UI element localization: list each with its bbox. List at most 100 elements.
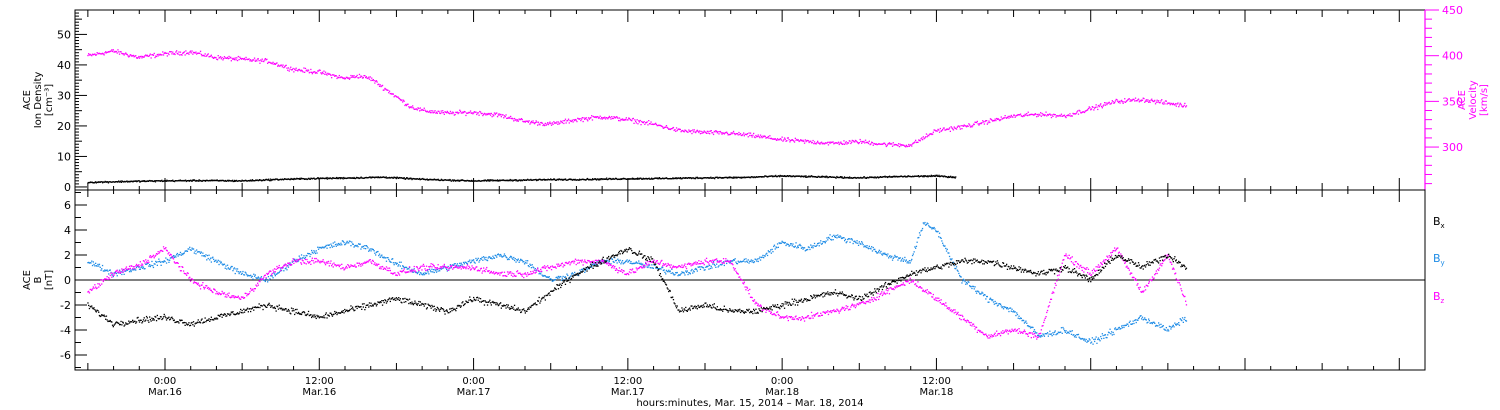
- by-series-point: [1043, 335, 1046, 337]
- velocity-series-point: [553, 121, 555, 123]
- by-series-point: [273, 273, 276, 275]
- velocity-series-point: [976, 120, 978, 123]
- bz-series-point: [514, 275, 516, 277]
- density-series-point: [599, 179, 601, 181]
- velocity-series-point: [880, 143, 882, 145]
- by-series-point: [612, 260, 614, 263]
- velocity-series-point: [1135, 100, 1137, 102]
- by-series-point: [881, 254, 884, 256]
- by-series-point: [328, 244, 330, 246]
- velocity-series-point: [961, 128, 963, 130]
- by-series-point: [814, 245, 816, 247]
- velocity-series-point: [215, 56, 217, 59]
- velocity-series-point: [138, 55, 140, 58]
- velocity-series-point: [338, 77, 340, 79]
- by-series-point: [468, 260, 470, 263]
- by-series-point: [544, 275, 546, 277]
- by-series-point: [1006, 307, 1009, 309]
- velocity-series-point: [668, 128, 671, 130]
- bz-series-point: [162, 246, 165, 248]
- velocity-series-point: [284, 66, 286, 68]
- by-series-point: [761, 256, 763, 258]
- velocity-series-point: [631, 120, 633, 122]
- by-series-point: [762, 254, 764, 257]
- velocity-series-point: [783, 139, 785, 141]
- velocity-series-point: [1020, 115, 1022, 117]
- by-series-point: [140, 266, 142, 269]
- bz-series-point: [143, 260, 145, 262]
- by-series-point: [782, 241, 784, 243]
- density-series-point: [923, 175, 925, 177]
- by-series-point: [759, 259, 762, 261]
- density-series-point: [169, 180, 171, 182]
- velocity-series-point: [615, 116, 617, 118]
- by-series-point: [382, 257, 384, 259]
- velocity-series-point: [205, 55, 207, 57]
- velocity-series-point: [621, 119, 623, 121]
- velocity-series-point: [296, 69, 298, 71]
- velocity-series-point: [189, 51, 191, 53]
- by-series-point: [325, 244, 327, 247]
- by-series-point: [1096, 342, 1098, 344]
- velocity-series-point: [676, 129, 678, 132]
- by-series-point: [931, 228, 933, 230]
- velocity-series-point: [307, 70, 309, 72]
- velocity-series-point: [1095, 104, 1097, 106]
- density-series-point: [955, 176, 957, 178]
- by-series-point: [317, 248, 320, 250]
- velocity-series-point: [213, 57, 215, 59]
- density-series-point: [566, 179, 569, 181]
- by-series-point: [628, 259, 631, 261]
- by-series-point: [916, 241, 918, 243]
- bz-series-point: [485, 268, 487, 270]
- velocity-series-point: [261, 58, 263, 60]
- density-tick-label: 40: [57, 59, 71, 72]
- bz-series-point: [473, 267, 475, 269]
- by-series-point: [776, 247, 778, 249]
- velocity-series-point: [461, 112, 463, 114]
- velocity-series-point: [786, 137, 789, 139]
- velocity-series-point: [707, 132, 709, 134]
- bz-series-point: [523, 273, 526, 275]
- velocity-series-point: [969, 126, 972, 128]
- density-series-point: [392, 177, 394, 179]
- bz-series-point: [237, 295, 239, 297]
- velocity-series-point: [288, 70, 290, 72]
- density-series-point: [464, 180, 466, 182]
- velocity-series-point: [465, 114, 467, 117]
- by-series-point: [155, 260, 157, 263]
- by-series-point: [891, 255, 893, 257]
- velocity-series-point: [242, 58, 244, 60]
- density-series-point: [563, 178, 565, 181]
- velocity-series-point: [1032, 113, 1034, 116]
- velocity-series-point: [769, 135, 771, 137]
- velocity-series-point: [197, 52, 199, 54]
- bz-series-point: [133, 266, 135, 268]
- velocity-series-point: [760, 135, 762, 138]
- velocity-series-point: [421, 108, 423, 111]
- by-series-point: [822, 241, 824, 243]
- bz-series-point: [247, 293, 249, 296]
- by-series-point: [219, 260, 221, 262]
- by-series-point: [707, 265, 709, 267]
- by-series-point: [853, 240, 855, 243]
- density-series-point: [672, 177, 674, 179]
- density-series-point: [620, 178, 623, 180]
- velocity-series-point: [833, 143, 835, 145]
- velocity-series-point: [189, 50, 192, 52]
- density-series-point: [179, 179, 182, 181]
- by-series-point: [1002, 306, 1004, 308]
- velocity-series-point: [796, 138, 798, 141]
- density-series-point: [403, 177, 405, 179]
- by-series-point: [216, 261, 219, 263]
- by-series-point: [1100, 335, 1102, 338]
- by-series-point: [957, 270, 959, 272]
- velocity-series-point: [181, 54, 183, 56]
- velocity-series-point: [1108, 101, 1110, 103]
- density-series-point: [202, 179, 204, 182]
- by-series-point: [859, 242, 861, 245]
- velocity-series-point: [180, 54, 182, 56]
- velocity-series-point: [243, 58, 245, 60]
- velocity-series-point: [726, 132, 729, 134]
- by-series-point: [629, 262, 631, 264]
